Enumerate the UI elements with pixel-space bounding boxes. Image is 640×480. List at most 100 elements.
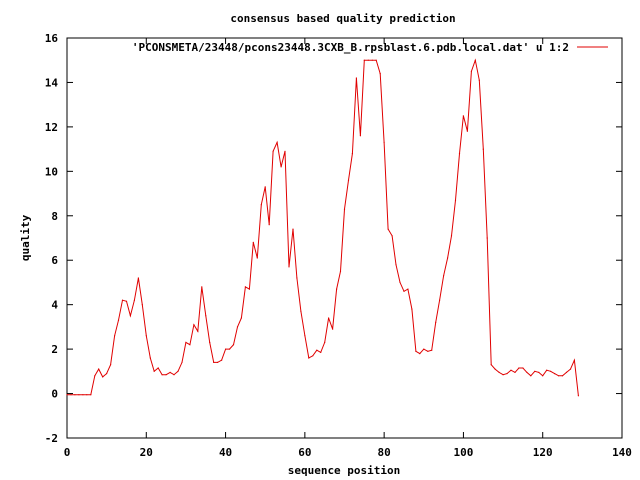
data-point [74, 394, 76, 396]
data-point [185, 341, 187, 343]
data-point [506, 373, 508, 375]
x-tick-label: 140 [612, 446, 632, 459]
data-point [542, 375, 544, 377]
data-point [403, 290, 405, 292]
data-point [320, 351, 322, 353]
x-tick-label: 40 [219, 446, 232, 459]
x-axis-label: sequence position [288, 464, 401, 477]
data-point [106, 373, 108, 375]
data-point [558, 375, 560, 377]
data-point [474, 59, 476, 61]
y-tick-label: 0 [51, 388, 58, 401]
data-point [569, 368, 572, 370]
data-point [125, 300, 128, 302]
data-point [90, 394, 92, 396]
data-point [86, 394, 88, 396]
data-point [526, 371, 528, 373]
data-point [423, 348, 425, 350]
data-point [419, 353, 421, 355]
data-point [264, 186, 266, 188]
data-point [328, 317, 330, 319]
y-tick-label: -2 [45, 432, 58, 445]
data-point [145, 335, 147, 337]
x-tick-label: 60 [298, 446, 311, 459]
data-point [169, 371, 171, 373]
data-point [443, 275, 445, 277]
data-point [117, 319, 120, 321]
data-point [478, 79, 480, 81]
data-point [458, 153, 461, 155]
data-point [343, 208, 346, 210]
x-tick-label: 80 [378, 446, 391, 459]
y-tick-label: 2 [51, 343, 58, 356]
data-point [363, 59, 365, 61]
data-point [494, 368, 496, 370]
legend: 'PCONSMETA/23448/pcons23448.3CXB_B.rpsbl… [132, 41, 608, 54]
data-point [534, 370, 536, 372]
data-point [577, 395, 580, 397]
data-point [221, 359, 223, 361]
data-point [462, 115, 464, 117]
data-point [530, 375, 532, 377]
data-point [129, 315, 131, 317]
data-point [193, 324, 195, 326]
data-point [149, 357, 151, 359]
data-point [240, 317, 242, 319]
data-point [510, 369, 512, 371]
y-axis-label: quality [19, 214, 32, 261]
data-point [339, 270, 342, 272]
data-point [431, 349, 433, 351]
data-point [228, 348, 231, 350]
y-tick-label: 10 [45, 165, 58, 178]
data-point [181, 361, 183, 363]
data-point [296, 277, 298, 279]
data-point [161, 374, 163, 376]
data-point [379, 73, 381, 75]
data-point [391, 235, 393, 237]
data-point [276, 141, 278, 143]
data-point [447, 257, 449, 259]
data-point [546, 369, 548, 371]
data-point [248, 288, 250, 290]
data-point [268, 224, 270, 226]
data-point [98, 368, 100, 370]
data-point [371, 59, 373, 61]
y-tick-label: 12 [45, 121, 58, 134]
data-point [197, 330, 199, 332]
data-point [308, 357, 310, 359]
x-tick-label: 120 [533, 446, 553, 459]
x-tick-label: 20 [140, 446, 153, 459]
data-point [284, 150, 286, 152]
data-point [561, 375, 564, 377]
data-point [395, 264, 397, 266]
data-point [482, 148, 484, 150]
data-point [110, 364, 112, 366]
data-point [82, 394, 84, 396]
data-point [399, 281, 401, 283]
data-point [522, 367, 524, 369]
data-point [312, 355, 314, 357]
data-point [256, 257, 258, 259]
data-point [78, 394, 80, 396]
data-point [288, 266, 290, 268]
data-point [272, 150, 274, 152]
data-point [498, 371, 500, 373]
data-point [355, 77, 357, 79]
legend-label: 'PCONSMETA/23448/pcons23448.3CXB_B.rpsbl… [132, 41, 569, 54]
data-point [359, 135, 361, 137]
data-point [102, 376, 104, 378]
data-point [435, 321, 437, 323]
data-point [439, 299, 441, 301]
data-point [514, 371, 516, 373]
data-point [177, 370, 179, 372]
plot-frame [66, 37, 623, 439]
data-point [252, 241, 254, 243]
data-point [415, 350, 417, 352]
data-point [236, 326, 239, 328]
data-point [189, 344, 191, 346]
data-point [225, 348, 227, 350]
data-point [280, 166, 282, 168]
data-point [351, 153, 353, 155]
x-tick-label: 100 [453, 446, 473, 459]
